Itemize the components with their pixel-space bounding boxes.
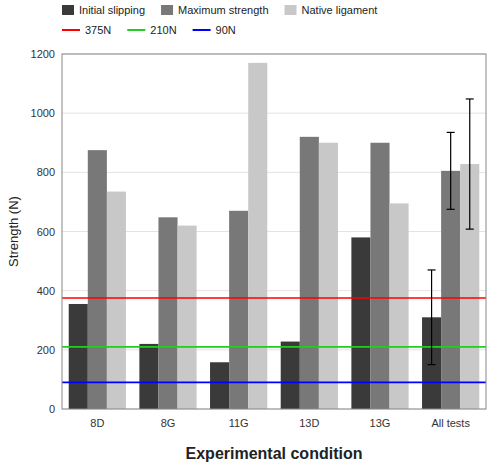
bar — [158, 217, 177, 409]
error-bar-cap — [447, 132, 455, 133]
chart-container: 0 200 400 600 800 1000 1200 8D 8G 11G 13D 13G All te… — [0, 0, 500, 471]
bar-series — [107, 63, 479, 409]
y-tick-label: 400 — [37, 285, 55, 297]
legend-swatch — [62, 5, 74, 15]
legend-item: 90N — [193, 24, 236, 36]
y-axis-label: Strength (N) — [6, 196, 21, 267]
error-bar-stem — [431, 270, 432, 365]
x-axis-label: Experimental condition — [186, 445, 363, 462]
bar — [139, 344, 158, 409]
bar — [69, 304, 88, 409]
legend-label: Initial slipping — [79, 4, 145, 16]
error-bar-stem — [450, 132, 451, 209]
error-bar-cap — [466, 98, 474, 99]
error-bar-cap — [447, 209, 455, 210]
grid-line — [62, 172, 486, 173]
legend-item: 210N — [127, 24, 176, 36]
bar — [370, 143, 389, 409]
bar — [390, 203, 409, 409]
y-tick-label: 800 — [37, 166, 55, 178]
error-bar — [466, 99, 474, 229]
legend-line — [193, 29, 211, 31]
x-tick-label: 11G — [229, 417, 249, 429]
legend-label: Native ligament — [302, 4, 378, 16]
bar-series — [88, 137, 460, 409]
bar — [210, 362, 229, 409]
reference-line — [62, 382, 486, 384]
reference-line — [62, 297, 486, 299]
x-tick-label: 8G — [161, 417, 176, 429]
legend-swatch — [285, 5, 297, 15]
legend-swatch — [161, 5, 173, 15]
bar — [351, 237, 370, 409]
error-bar-stem — [469, 99, 470, 229]
error-bar-cap — [428, 364, 436, 365]
x-tick-label: 13D — [299, 417, 319, 429]
bar — [107, 192, 126, 409]
plot-frame — [62, 54, 486, 409]
y-tick-label: 1200 — [31, 48, 55, 60]
bar — [178, 226, 197, 409]
legend-label: 90N — [216, 24, 236, 36]
error-bar — [447, 132, 455, 209]
bar — [319, 143, 338, 409]
plot-area — [62, 63, 486, 409]
chart: 0 200 400 600 800 1000 1200 8D 8G 11G 13D 13G All te… — [0, 0, 500, 471]
legend-bars: Initial slipping Maximum strength Native l… — [62, 4, 377, 16]
y-tick-label: 200 — [37, 344, 55, 356]
y-tick-label: 600 — [37, 226, 55, 238]
x-tick-label: All tests — [431, 417, 470, 429]
error-bar — [428, 270, 436, 365]
grid — [62, 54, 486, 409]
legend-item: Native ligament — [285, 4, 378, 16]
legend-item: Initial slipping — [62, 4, 145, 16]
reference-line — [62, 346, 486, 348]
y-tick-label: 0 — [49, 403, 55, 415]
y-tick-label: 1000 — [31, 107, 55, 119]
legend-item: Maximum strength — [161, 4, 268, 16]
legend-line — [127, 29, 145, 31]
x-tick-label: 8D — [90, 417, 104, 429]
legend-line — [62, 29, 80, 31]
legend-item: 375N — [62, 24, 111, 36]
legend-label: 210N — [150, 24, 176, 36]
error-bar-cap — [466, 229, 474, 230]
bar — [88, 150, 107, 409]
bar — [300, 137, 319, 409]
grid-line — [62, 113, 486, 114]
bar — [281, 342, 300, 409]
error-bar-cap — [428, 269, 436, 270]
bar — [248, 63, 267, 409]
x-tick-label: 13G — [370, 417, 391, 429]
bar — [229, 211, 248, 409]
legend-label: Maximum strength — [178, 4, 268, 16]
legend-lines: 375N 210N 90N — [62, 24, 236, 36]
legend-label: 375N — [85, 24, 111, 36]
